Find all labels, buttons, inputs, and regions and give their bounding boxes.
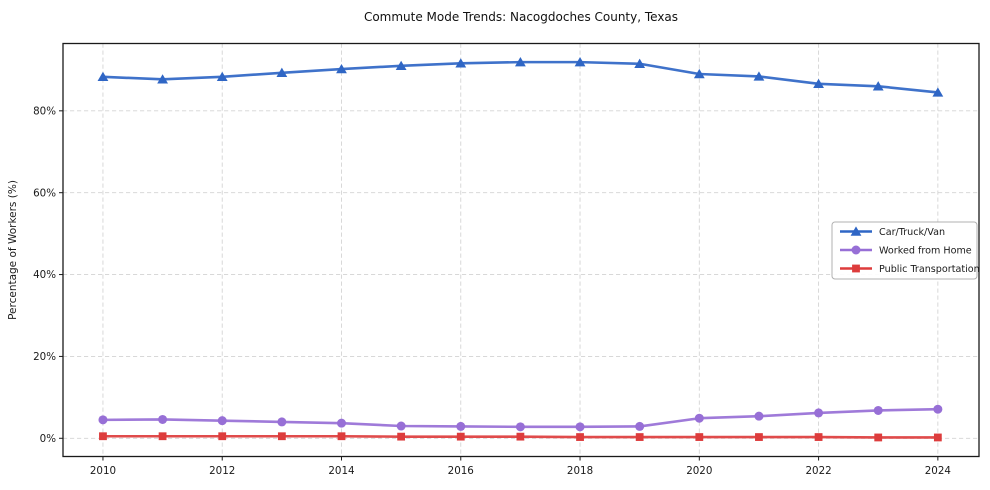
data-point-circle: [575, 422, 585, 432]
legend-item-car-truck-van: Car/Truck/Van: [840, 226, 945, 238]
data-point-square: [337, 432, 346, 441]
data-point-triangle: [753, 71, 765, 81]
data-point-square: [576, 433, 584, 441]
data-point-square: [456, 432, 465, 441]
data-point-circle: [98, 415, 108, 425]
data-point-square: [158, 432, 167, 441]
data-point-circle: [515, 422, 525, 432]
data-point-circle: [851, 245, 861, 255]
x-tick-label: 2014: [328, 465, 354, 477]
x-tick-label: 2012: [209, 465, 235, 477]
legend-label: Car/Truck/Van: [879, 227, 945, 238]
series-worked-from-home: [98, 404, 943, 432]
series-line: [102, 60, 938, 94]
data-point-square: [277, 432, 286, 441]
data-point-triangle: [276, 67, 288, 77]
legend-box: [831, 221, 978, 280]
plot-border: [62, 42, 980, 458]
data-point-triangle: [455, 58, 467, 68]
axis-ticks: [59, 110, 939, 461]
y-axis-label: Percentage of Workers (%): [7, 180, 19, 320]
data-point-circle: [873, 405, 883, 415]
data-point-triangle: [634, 58, 646, 68]
data-point-circle: [635, 421, 645, 431]
legend-item-worked-from-home: Worked from Home: [840, 245, 972, 256]
y-tick-label: 60%: [33, 187, 56, 199]
x-tick-label: 2024: [925, 465, 951, 477]
data-point-triangle: [813, 78, 824, 89]
y-tick-label: 80%: [33, 105, 56, 117]
data-point-triangle: [574, 57, 586, 67]
tick-labels: 2010 2012 2014 2016 2018 2020 2022 2024 0% 20% 40%…: [33, 105, 951, 477]
data-point-circle: [456, 421, 466, 431]
legend-label: Worked from Home: [879, 245, 972, 256]
data-point-circle: [396, 421, 406, 431]
data-point-square: [755, 433, 763, 441]
data-point-triangle: [97, 71, 109, 82]
data-point-circle: [277, 417, 287, 427]
data-point-square: [933, 433, 942, 442]
data-point-square: [814, 433, 823, 441]
data-point-square: [635, 433, 644, 441]
data-point-triangle: [395, 60, 407, 71]
data-point-circle: [217, 416, 227, 426]
x-tick-label: 2018: [567, 465, 593, 477]
x-tick-label: 2020: [686, 465, 712, 477]
data-point-circle: [336, 418, 346, 428]
y-tick-label: 20%: [33, 351, 56, 363]
data-point-square: [99, 432, 107, 441]
data-point-square: [516, 432, 525, 441]
y-tick-label: 0%: [40, 433, 57, 445]
series-public-transportation: [99, 432, 942, 442]
y-tick-label: 40%: [33, 269, 56, 281]
series-car-truck-van: [97, 57, 944, 97]
data-point-square: [852, 264, 860, 273]
data-point-circle: [754, 411, 764, 421]
data-point-triangle: [336, 63, 347, 74]
legend-label: Public Transportation: [879, 264, 980, 275]
data-point-triangle: [932, 87, 944, 97]
chart-title: Commute Mode Trends: Nacogdoches County,…: [364, 10, 678, 24]
data-point-circle: [158, 414, 168, 424]
data-point-triangle: [157, 74, 168, 84]
x-tick-label: 2022: [805, 465, 831, 477]
data-point-square: [397, 432, 406, 441]
data-point-square: [874, 433, 883, 442]
data-point-triangle: [216, 71, 228, 82]
data-point-square: [218, 432, 227, 441]
data-point-circle: [814, 408, 824, 418]
data-point-triangle: [872, 81, 884, 91]
data-point-triangle: [515, 57, 526, 67]
x-tick-label: 2016: [448, 465, 474, 477]
data-point-triangle: [693, 68, 705, 79]
data-point-square: [695, 433, 704, 441]
legend-item-public-transportation: Public Transportation: [840, 264, 980, 275]
data-point-triangle: [850, 226, 862, 236]
data-point-circle: [933, 404, 943, 414]
legend: Car/Truck/Van Worked from Home Public Tran…: [831, 221, 980, 280]
data-point-circle: [694, 413, 704, 423]
x-tick-label: 2010: [90, 465, 116, 477]
